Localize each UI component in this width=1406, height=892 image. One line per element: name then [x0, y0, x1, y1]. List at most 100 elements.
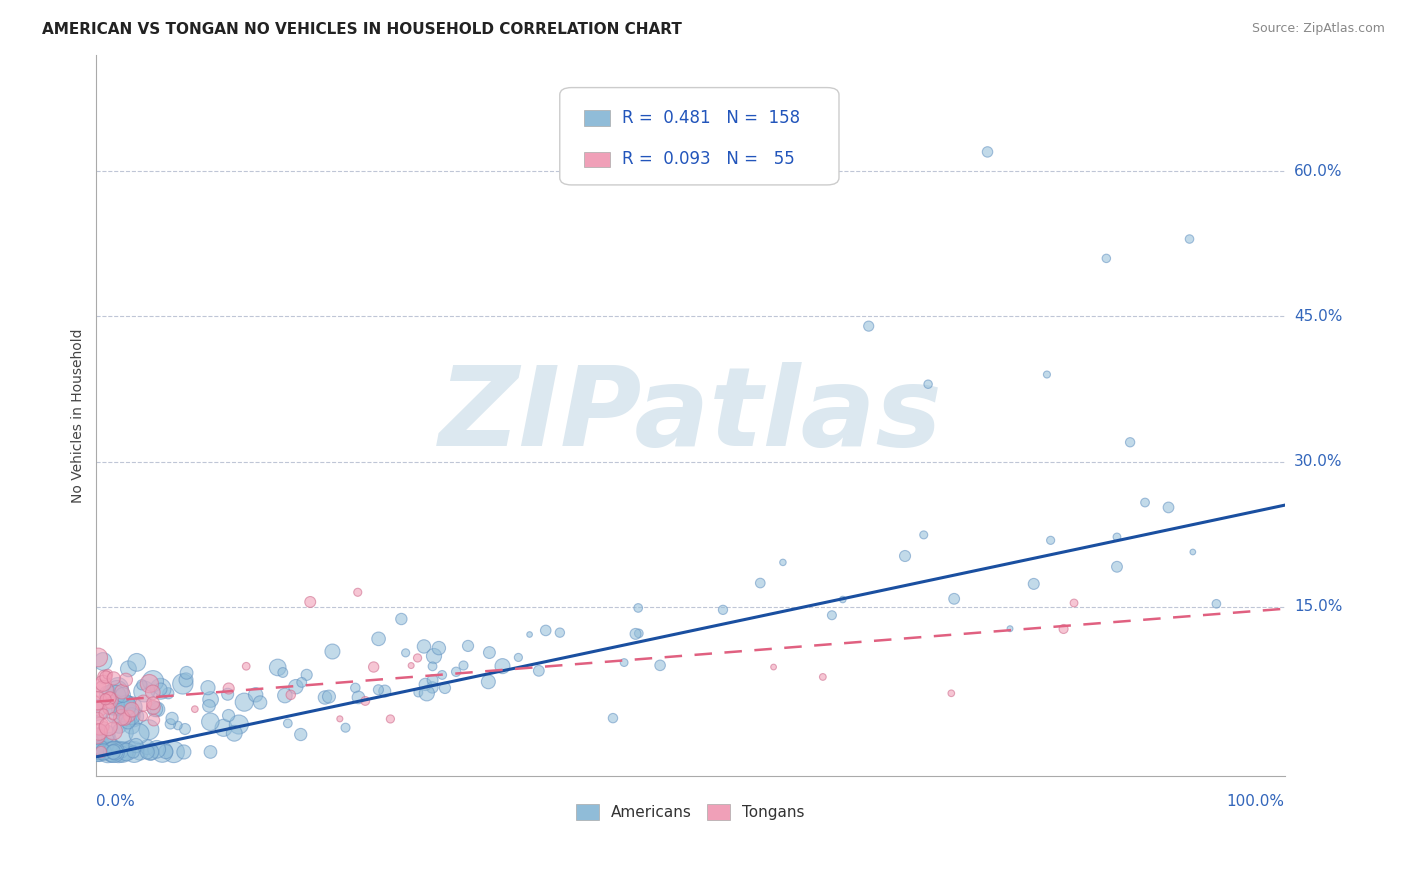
Point: [1063, 596, 1085, 610]
Point: [131, 678, 153, 692]
Point: [344, 681, 367, 695]
Point: [519, 627, 541, 641]
Point: [103, 698, 125, 712]
Point: [367, 682, 389, 697]
Point: [166, 718, 188, 732]
Point: [87, 697, 110, 711]
Point: [389, 612, 412, 626]
Point: [1119, 435, 1142, 450]
Point: [172, 677, 194, 691]
Point: [114, 704, 136, 718]
Point: [115, 698, 138, 713]
Point: [103, 745, 125, 759]
Point: [114, 704, 136, 718]
Point: [198, 698, 221, 713]
Point: [943, 591, 966, 606]
Point: [200, 692, 222, 706]
Point: [249, 696, 271, 710]
Point: [648, 658, 671, 673]
Point: [233, 695, 256, 709]
Point: [94, 727, 117, 741]
Point: [163, 745, 186, 759]
Text: 100.0%: 100.0%: [1226, 794, 1285, 809]
Point: [103, 745, 125, 759]
Point: [143, 702, 166, 716]
Point: [894, 549, 917, 563]
Point: [762, 660, 785, 674]
Point: [97, 701, 120, 715]
Point: [139, 745, 162, 759]
Point: [96, 687, 118, 701]
Point: [453, 658, 475, 673]
FancyBboxPatch shape: [583, 110, 610, 126]
Point: [142, 696, 165, 710]
Point: [87, 679, 110, 693]
Point: [157, 686, 180, 700]
Point: [998, 622, 1021, 636]
Point: [478, 646, 501, 660]
Point: [93, 720, 115, 734]
Point: [1105, 559, 1128, 574]
Y-axis label: No Vehicles in Household: No Vehicles in Household: [72, 328, 86, 503]
Point: [101, 709, 124, 723]
Point: [527, 664, 550, 678]
Point: [1036, 368, 1059, 382]
Point: [91, 745, 114, 759]
Point: [318, 690, 340, 704]
Point: [174, 722, 197, 736]
Point: [122, 709, 145, 723]
Text: 30.0%: 30.0%: [1294, 454, 1343, 469]
Point: [321, 644, 343, 658]
Point: [145, 742, 167, 756]
Point: [103, 724, 125, 739]
Point: [772, 555, 794, 569]
Point: [132, 709, 155, 723]
Point: [422, 659, 444, 673]
Point: [280, 688, 302, 702]
Point: [1105, 530, 1128, 544]
Point: [1133, 495, 1156, 509]
Point: [347, 690, 370, 705]
Point: [115, 673, 138, 687]
Point: [103, 672, 125, 686]
Point: [136, 740, 159, 755]
Point: [433, 681, 456, 695]
Point: [155, 745, 177, 759]
Point: [100, 740, 122, 755]
Point: [89, 719, 111, 733]
Point: [142, 685, 165, 699]
Point: [335, 721, 357, 735]
Point: [245, 688, 267, 702]
Point: [118, 713, 141, 727]
Point: [1052, 622, 1074, 636]
Point: [105, 684, 128, 698]
Point: [89, 745, 111, 759]
Point: [89, 727, 111, 741]
Point: [159, 716, 181, 731]
Point: [129, 745, 152, 759]
Point: [197, 681, 219, 695]
Point: [86, 693, 108, 707]
Point: [114, 712, 136, 726]
Point: [284, 680, 307, 694]
Point: [627, 626, 650, 640]
Point: [125, 739, 148, 753]
Point: [132, 696, 155, 710]
Point: [218, 708, 240, 723]
Point: [93, 670, 115, 684]
Point: [184, 702, 207, 716]
Point: [422, 681, 444, 695]
Point: [86, 712, 108, 726]
Point: [290, 727, 312, 741]
Point: [173, 745, 195, 759]
Point: [142, 700, 165, 714]
Point: [1205, 597, 1227, 611]
Point: [811, 670, 834, 684]
Point: [395, 646, 418, 660]
Point: [367, 632, 389, 646]
Point: [110, 703, 132, 717]
Point: [121, 719, 143, 733]
Point: [97, 745, 120, 759]
Point: [976, 145, 998, 159]
Point: [90, 745, 112, 759]
